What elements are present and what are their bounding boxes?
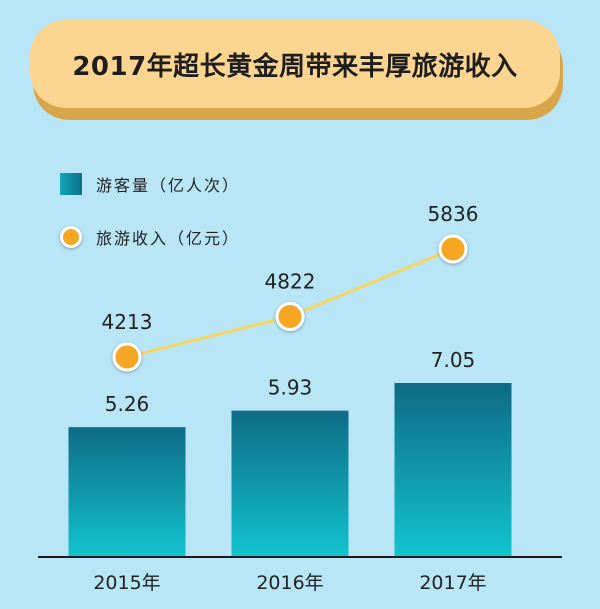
revenue-value-label-2: 5836 xyxy=(428,202,479,226)
revenue-point-1 xyxy=(275,301,305,331)
legend-bar-swatch xyxy=(60,173,82,195)
labels-layer: 5.26 2015年 5.93 2016年 7.05 2017年 4213 4822 5836 xyxy=(93,202,486,594)
chart-title: 2017年超长黄金周带来丰厚旅游收入 xyxy=(72,51,518,82)
line-layer xyxy=(112,234,468,372)
revenue-value-label-1: 4822 xyxy=(265,269,316,293)
revenue-value-label-0: 4213 xyxy=(102,310,153,334)
bar-value-label-2: 7.05 xyxy=(431,348,476,372)
bars-layer xyxy=(68,383,512,557)
x-tick-label-1: 2016年 xyxy=(256,572,323,594)
legend-label-revenue: 旅游收入（亿元） xyxy=(96,229,241,248)
x-tick-label-0: 2015年 xyxy=(93,572,160,594)
title-banner: 2017年超长黄金周带来丰厚旅游收入 xyxy=(30,20,560,108)
bar-1 xyxy=(231,410,349,557)
legend-item-revenue: 旅游收入（亿元） xyxy=(60,225,240,249)
legend-item-visitors: 游客量（亿人次） xyxy=(60,172,240,196)
legend-dot-swatch xyxy=(60,226,82,248)
bar-0 xyxy=(68,427,186,557)
bar-2 xyxy=(394,383,512,557)
x-tick-label-2: 2017年 xyxy=(419,572,486,594)
bar-value-label-1: 5.93 xyxy=(268,376,313,400)
revenue-point-2 xyxy=(438,234,468,264)
legend-label-visitors: 游客量（亿人次） xyxy=(96,176,241,195)
bar-value-label-0: 5.26 xyxy=(105,392,150,416)
revenue-point-0 xyxy=(112,342,142,372)
